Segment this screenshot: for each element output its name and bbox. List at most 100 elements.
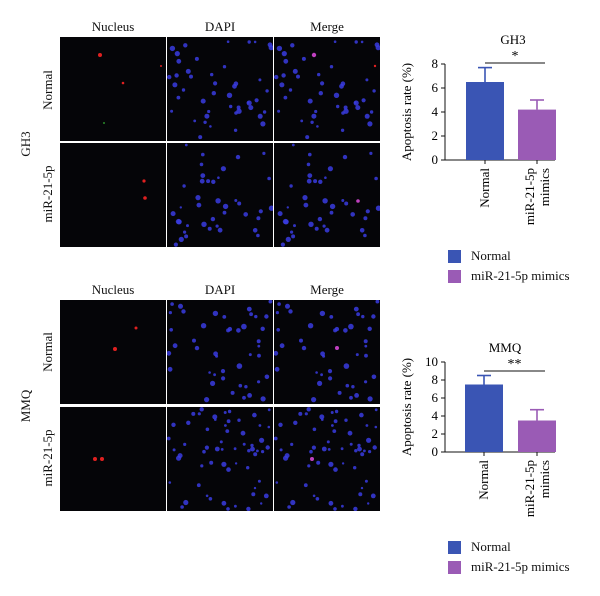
cell-nucleus-dot <box>275 481 279 484</box>
cell-nucleus-dot <box>341 462 345 465</box>
cell-nucleus-dot <box>364 113 370 119</box>
cell-nucleus-dot <box>340 128 345 132</box>
cell-nucleus-dot <box>236 108 242 114</box>
cell-nucleus-dot <box>236 105 241 110</box>
cell-nucleus-dot <box>306 178 312 184</box>
cell-nucleus-dot <box>279 448 283 452</box>
cell-nucleus-dot <box>256 233 260 238</box>
gh3-mir-nucleus <box>60 143 166 247</box>
cell-nucleus-dot <box>320 373 323 377</box>
y-tick-label: 10 <box>425 354 438 369</box>
cell-nucleus-dot <box>253 486 257 490</box>
y-tick-label: 4 <box>432 104 439 119</box>
cell-nucleus-dot <box>258 209 263 214</box>
cell-nucleus-dot <box>367 326 372 331</box>
chart-title: MMQ <box>489 340 522 355</box>
cell-nucleus-dot <box>367 121 373 127</box>
gh3-mir-dapi <box>167 143 273 247</box>
cell-nucleus-dot <box>357 446 362 452</box>
cell-nucleus-dot <box>241 323 247 330</box>
cell-nucleus-dot <box>328 376 333 381</box>
cell-nucleus-dot <box>307 98 313 104</box>
x-tick-label: miR-21-5pmimics <box>522 168 552 225</box>
cell-nucleus-dot <box>359 228 365 233</box>
cell-nucleus-dot <box>237 418 241 422</box>
cell-nucleus-dot <box>260 396 266 402</box>
cell-nucleus-dot <box>279 82 285 88</box>
cell-nucleus-dot <box>233 447 237 451</box>
legend-item: Normal <box>448 246 570 266</box>
cell-nucleus-dot <box>286 206 289 209</box>
cell-nucleus-dot <box>204 113 210 119</box>
cell-nucleus-dot <box>285 303 290 309</box>
cell-nucleus-dot <box>367 502 370 505</box>
cell-nucleus-dot <box>287 505 291 509</box>
cell-nucleus-dot <box>315 497 320 501</box>
cell-nucleus-dot <box>167 350 172 356</box>
cell-nucleus-dot <box>183 43 188 48</box>
cell-nucleus-dot <box>308 221 314 227</box>
apoptotic-cell-dot <box>98 53 102 57</box>
cell-nucleus-dot <box>203 120 207 125</box>
cell-nucleus-dot <box>169 328 173 332</box>
cell-nucleus-dot <box>181 309 186 314</box>
cell-nucleus-dot <box>353 101 357 104</box>
cell-nucleus-dot <box>210 380 216 386</box>
cell-nucleus-dot <box>364 353 368 358</box>
cell-nucleus-dot <box>207 109 211 114</box>
cell-nucleus-dot <box>289 184 293 188</box>
legend-label: Normal <box>471 248 511 263</box>
cell-nucleus-dot <box>171 422 176 427</box>
cell-nucleus-dot <box>265 89 269 93</box>
cell-nucleus-dot <box>221 500 227 506</box>
cell-nucleus-dot <box>348 323 354 330</box>
cell-nucleus-dot <box>234 462 238 465</box>
cell-nucleus-dot <box>214 418 217 421</box>
cell-nucleus-dot <box>267 176 271 181</box>
cell-nucleus-dot <box>200 173 206 178</box>
col-header-dapi: DAPI <box>204 19 236 34</box>
cell-nucleus-dot <box>333 507 337 511</box>
cell-nucleus-dot <box>251 492 256 497</box>
cell-nucleus-dot <box>313 179 318 184</box>
cell-nucleus-dot <box>237 201 242 206</box>
cell-nucleus-dot <box>355 105 361 111</box>
cell-nucleus-dot <box>236 363 243 369</box>
cell-nucleus-dot <box>340 447 344 451</box>
cell-nucleus-dot <box>257 380 261 384</box>
y-tick-label: 8 <box>432 372 439 387</box>
y-tick-label: 0 <box>432 152 439 167</box>
cell-nucleus-dot <box>207 226 212 231</box>
gh3-legend: Normal miR-21-5p mimics <box>448 246 570 286</box>
cell-nucleus-dot <box>290 43 295 48</box>
cell-nucleus-dot <box>372 445 377 450</box>
cell-nucleus-dot <box>291 234 296 239</box>
cell-nucleus-dot <box>186 420 191 425</box>
cell-nucleus-dot <box>322 198 328 204</box>
cell-nucleus-dot <box>310 120 314 125</box>
cell-nucleus-dot <box>170 211 176 217</box>
cell-nucleus-dot <box>331 424 334 427</box>
cell-nucleus-dot <box>300 119 304 123</box>
cell-nucleus-dot <box>305 135 310 140</box>
cell-nucleus-dot <box>209 125 212 128</box>
bar <box>465 384 503 452</box>
cell-nucleus-dot <box>226 467 231 472</box>
bar <box>518 109 556 160</box>
cell-nucleus-dot <box>202 449 206 454</box>
cell-nucleus-dot <box>283 58 289 64</box>
cell-nucleus-dot <box>316 460 321 465</box>
cell-nucleus-dot <box>374 408 378 412</box>
cell-nucleus-dot <box>200 323 207 329</box>
gh3-normal-nucleus <box>60 37 166 141</box>
cell-nucleus-dot <box>262 151 266 155</box>
apoptotic-cell-dot <box>373 64 377 68</box>
cell-nucleus-dot <box>329 210 334 215</box>
cell-nucleus-dot <box>220 166 226 172</box>
cell-nucleus-dot <box>274 74 279 80</box>
cell-nucleus-dot <box>257 479 261 483</box>
cell-nucleus-dot <box>333 92 340 98</box>
mmq-mir-nucleus <box>60 407 166 511</box>
cell-nucleus-dot <box>284 453 290 459</box>
cell-nucleus-dot <box>317 380 323 386</box>
